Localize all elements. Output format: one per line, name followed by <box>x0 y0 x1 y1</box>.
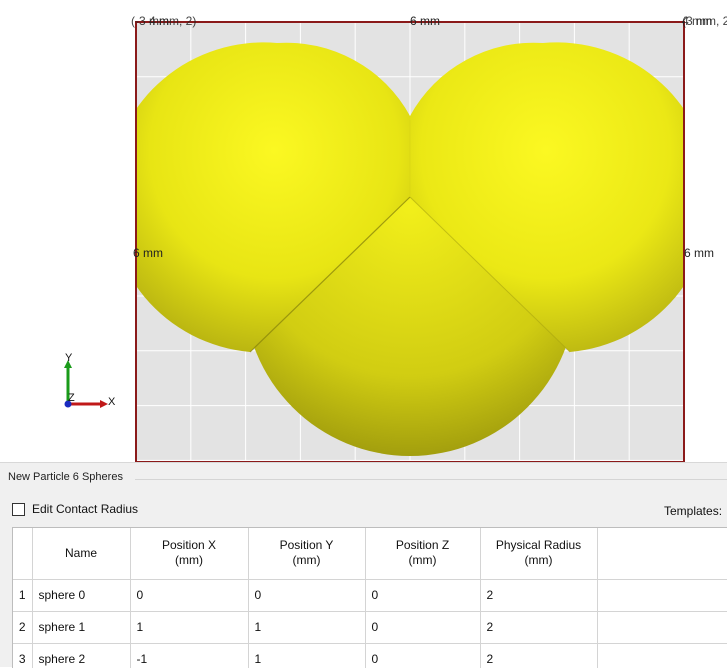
cell-filler <box>597 643 727 668</box>
cell-position-x[interactable]: 1 <box>130 611 249 644</box>
3d-viewport[interactable]: (-3 mm 4 mm, 2) 6 mm 4 mm (3 mm, 2 6 mm … <box>0 0 727 462</box>
header-name[interactable]: Name <box>32 528 131 580</box>
cell-name[interactable]: sphere 2 <box>32 643 131 668</box>
viewport-canvas[interactable] <box>0 0 727 462</box>
label-top-left: 4 mm, 2) <box>149 14 197 28</box>
table-row[interactable]: 2 sphere 1 1 1 0 2 <box>13 611 727 644</box>
cell-name[interactable]: sphere 1 <box>32 611 131 644</box>
edit-contact-radius-label: Edit Contact Radius <box>32 502 139 516</box>
right-lobe-overlay <box>410 42 684 352</box>
cell-filler <box>597 611 727 644</box>
spheres-table[interactable]: Name Position X (mm) Position Y (mm) Posit… <box>12 527 727 668</box>
row-number[interactable]: 1 <box>13 579 33 612</box>
row-number[interactable]: 2 <box>13 611 33 644</box>
cell-physical-radius[interactable]: 2 <box>480 611 598 644</box>
label-top-right-overlap: 4 mm <box>682 14 712 28</box>
cell-position-z[interactable]: 0 <box>365 643 481 668</box>
cell-physical-radius[interactable]: 2 <box>480 643 598 668</box>
left-lobe-overlay <box>136 42 410 352</box>
axis-label-y: Y <box>65 352 73 364</box>
cell-physical-radius[interactable]: 2 <box>480 579 598 612</box>
table-row[interactable]: 1 sphere 0 0 0 0 2 <box>13 579 727 612</box>
header-physical-radius[interactable]: Physical Radius (mm) <box>480 528 598 580</box>
templates-label: Templates: <box>664 504 723 518</box>
axis-label-z: Z <box>68 392 75 404</box>
header-position-y[interactable]: Position Y (mm) <box>248 528 366 580</box>
label-top-left-overlap: (-3 mm <box>131 14 169 28</box>
cell-filler <box>597 579 727 612</box>
label-mid-left: 6 mm <box>133 246 163 260</box>
table-header-row: Name Position X (mm) Position Y (mm) Posit… <box>13 528 727 580</box>
table-row[interactable]: 3 sphere 2 -1 1 0 2 <box>13 643 727 668</box>
header-position-x[interactable]: Position X (mm) <box>130 528 249 580</box>
axis-triad: Y X Z <box>58 352 128 422</box>
row-number[interactable]: 3 <box>13 643 33 668</box>
label-mid-right: 6 mm <box>684 246 714 260</box>
header-filler <box>597 528 727 580</box>
cell-position-x[interactable]: 0 <box>130 579 249 612</box>
particle-panel: New Particle 6 Spheres Edit Contact Radi… <box>0 462 727 668</box>
label-top-center: 6 mm <box>410 14 440 28</box>
cell-position-z[interactable]: 0 <box>365 611 481 644</box>
header-position-z[interactable]: Position Z (mm) <box>365 528 481 580</box>
cell-position-z[interactable]: 0 <box>365 579 481 612</box>
checkbox-box[interactable] <box>12 502 25 516</box>
cell-position-y[interactable]: 0 <box>248 579 366 612</box>
edit-contact-radius-checkbox[interactable]: Edit Contact Radius <box>12 502 138 516</box>
axis-label-x: X <box>108 396 116 408</box>
bounding-box <box>135 21 685 462</box>
cell-position-x[interactable]: -1 <box>130 643 249 668</box>
group-title: New Particle 6 Spheres <box>8 471 123 483</box>
cell-name[interactable]: sphere 0 <box>32 579 131 612</box>
row-number-header <box>13 528 33 580</box>
label-top-right: (3 mm, 2 <box>682 14 727 28</box>
cell-position-y[interactable]: 1 <box>248 611 366 644</box>
group-divider <box>135 479 727 480</box>
cell-position-y[interactable]: 1 <box>248 643 366 668</box>
